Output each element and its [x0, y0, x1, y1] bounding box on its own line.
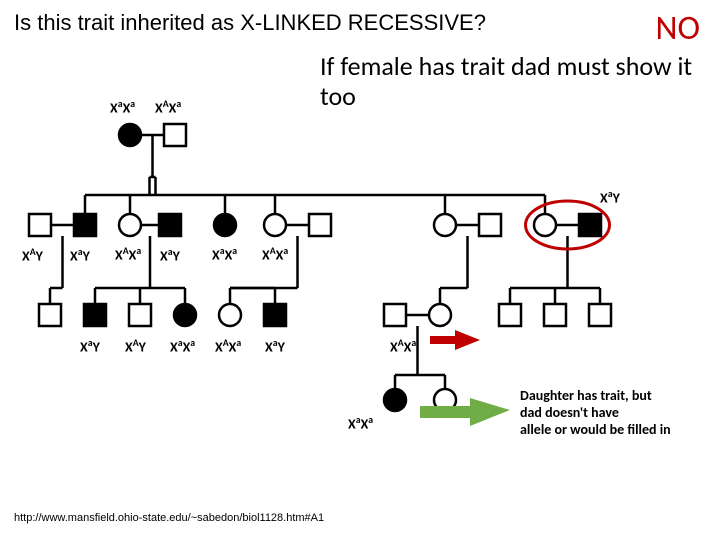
pedigree-diagram [0, 0, 720, 540]
